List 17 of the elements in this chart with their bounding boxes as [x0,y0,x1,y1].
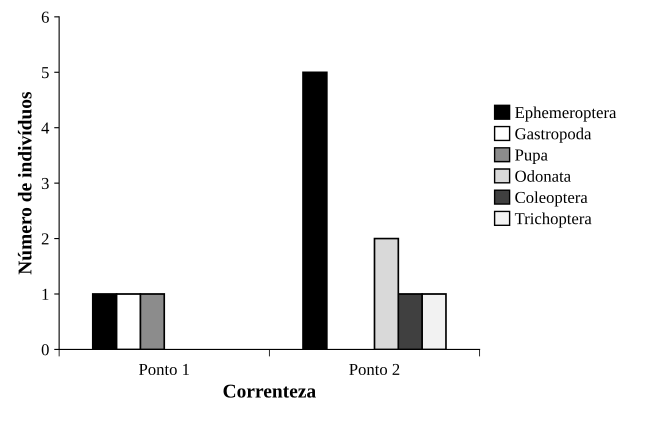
legend-label: Odonata [515,170,571,182]
y-tick-label: 5 [42,67,49,78]
y-tick-label: 3 [42,178,49,190]
y-tick-label: 1 [42,288,48,300]
legend-label: Gastropoda [515,128,592,143]
legend-label: Ephemeroptera [515,106,616,122]
y-tick-label: 6 [42,12,49,23]
legend-label: Coleoptera [515,191,588,206]
x-tick-label: Ponto 2 [349,364,400,376]
x-axis-title: Correnteza [224,384,316,398]
y-tick-label: 4 [41,122,50,134]
y-tick-label: 2 [42,233,48,244]
y-axis-title: Número de indivíduos [18,92,32,274]
legend-label: Pupa [515,150,548,164]
x-tick-label: Ponto 1 [139,364,189,376]
y-tick-label: 0 [42,344,49,356]
legend-label: Trichoptera [514,212,592,228]
